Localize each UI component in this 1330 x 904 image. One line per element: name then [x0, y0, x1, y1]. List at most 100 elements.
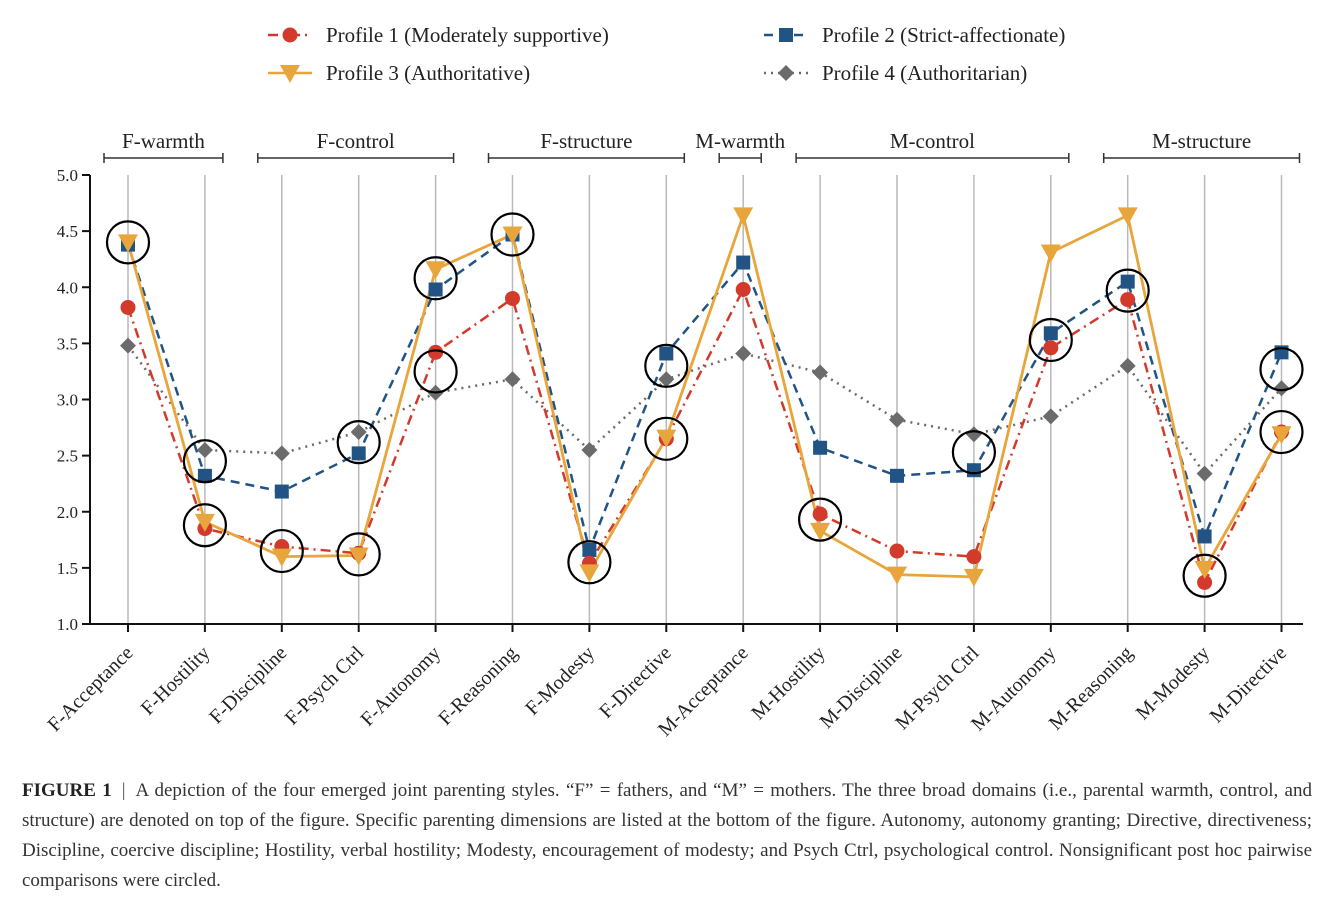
point-p4-14 [1119, 357, 1136, 374]
point-p3-10 [810, 522, 831, 541]
nonsig-circle-19 [1259, 409, 1304, 455]
x-tick-label: F-Acceptance [43, 642, 137, 736]
nonsignificant-circles [105, 212, 1304, 598]
y-tick-label: 1.0 [57, 615, 78, 634]
x-tick-label: F-Discipline [205, 642, 291, 728]
domain-4: M-warmth [695, 129, 786, 163]
x-tick-label: F-Autonomy [357, 642, 446, 731]
series-line-2 [126, 233, 1283, 552]
series-line-3 [126, 214, 1283, 579]
legend-item-2: Profile 2 (Strict-affectionate) [764, 23, 1065, 47]
x-tick-label: F-Hostility [137, 642, 215, 720]
y-tick-label: 3.0 [57, 391, 78, 410]
point-p3-12 [963, 568, 984, 587]
point-p2-14 [1120, 274, 1135, 289]
domain-label: M-warmth [695, 129, 785, 153]
point-p1-10 [812, 506, 828, 522]
point-p2-4 [351, 446, 366, 461]
domain-5: M-control [795, 129, 1070, 163]
nonsig-circle-10 [567, 540, 612, 585]
y-tick-label: 5.0 [57, 166, 78, 185]
nonsig-circle-18 [1259, 347, 1304, 392]
point-p2-12 [966, 463, 981, 478]
legend-marker [280, 65, 300, 83]
point-p2-3 [274, 484, 289, 499]
nonsig-circle-3 [182, 503, 227, 548]
point-p2-15 [1197, 529, 1212, 544]
nonsig-circle-15 [1028, 317, 1073, 363]
point-p3-16 [1271, 426, 1292, 445]
nonsig-circle-12 [644, 416, 689, 461]
y-tick-label: 1.5 [57, 559, 78, 578]
nonsig-circle-14 [951, 430, 997, 475]
point-p3-2 [194, 513, 215, 532]
nonsig-circle-6 [336, 420, 381, 465]
chart-legend: Profile 1 (Moderately supportive) Profile… [268, 23, 1065, 85]
legend-marker [779, 28, 793, 42]
figure-caption: FIGURE 1 | A depiction of the four emerged… [22, 776, 1312, 896]
point-p3-4 [348, 547, 369, 566]
point-p1-6 [505, 290, 520, 306]
caption-text: A depiction of the four emerged joint pa… [22, 780, 1312, 891]
line-chart: Profile 1 (Moderately supportive) Profile… [43, 23, 1304, 741]
domain-label: F-warmth [122, 129, 205, 153]
x-tick-label: F-Reasoning [434, 642, 522, 730]
domain-labels: F-warmth F-control F-structure M-warmth M-co… [103, 129, 1301, 163]
point-p2-9 [736, 255, 751, 270]
point-p2-7 [582, 542, 597, 557]
legend-label: Profile 1 (Moderately supportive) [326, 23, 609, 47]
x-tick-label: F-Modesty [521, 642, 599, 720]
point-p2-13 [1043, 326, 1058, 341]
x-tick-label: F-Psych Ctrl [281, 642, 369, 730]
point-p1-14 [1120, 292, 1136, 308]
legend-marker [282, 27, 298, 43]
point-p4-11 [889, 411, 905, 428]
point-p1-15 [1197, 574, 1213, 590]
point-p4-9 [735, 345, 752, 362]
domain-label: M-control [890, 129, 975, 153]
point-p3-13 [1040, 244, 1061, 263]
series-line-1 [126, 288, 1283, 584]
x-tick-label: M-Hostility [747, 642, 829, 724]
x-tick-label: M-Modesty [1132, 642, 1214, 724]
nonsig-circle-4 [259, 528, 304, 574]
point-p4-15 [1196, 465, 1213, 482]
legend-marker [778, 65, 794, 81]
point-p4-8 [658, 371, 675, 388]
legend-label: Profile 2 (Strict-affectionate) [822, 23, 1065, 47]
caption-separator: | [121, 780, 126, 801]
point-p1-9 [735, 281, 751, 297]
point-p2-10 [813, 440, 828, 455]
point-p4-1 [120, 337, 136, 354]
point-p1-1 [120, 299, 136, 315]
point-p3-8 [656, 429, 677, 448]
point-p4-13 [1042, 408, 1059, 425]
point-p4-12 [965, 426, 982, 443]
point-p3-15 [1194, 560, 1215, 579]
y-tick-label: 2.0 [57, 503, 78, 522]
legend-item-4: Profile 4 (Authoritarian) [764, 61, 1027, 85]
domain-label: M-structure [1152, 129, 1251, 153]
legend-label: Profile 3 (Authoritative) [326, 61, 530, 85]
nonsig-circle-8 [413, 349, 458, 394]
point-p3-1 [118, 234, 138, 253]
nonsig-circle-9 [490, 212, 535, 257]
nonsig-circle-16 [1105, 268, 1150, 313]
domain-2: F-control [257, 129, 455, 163]
nonsig-circle-5 [336, 532, 381, 577]
domain-label: F-structure [540, 129, 632, 153]
point-p3-5 [425, 261, 446, 280]
point-p4-3 [273, 445, 290, 462]
series-markers [118, 207, 1292, 590]
point-p4-7 [581, 442, 598, 459]
legend-item-3: Profile 3 (Authoritative) [268, 61, 530, 85]
series-lines [126, 214, 1283, 584]
y-tick-label: 4.0 [57, 278, 78, 297]
point-p4-6 [504, 371, 521, 388]
axes: 1.01.52.02.53.03.54.04.55.0F-Acceptance F… [43, 166, 1303, 741]
legend-item-1: Profile 1 (Moderately supportive) [268, 23, 609, 47]
nonsig-circle-7 [413, 256, 458, 301]
domain-1: F-warmth [103, 129, 224, 163]
point-p3-3 [271, 548, 292, 567]
domain-3: F-structure [487, 129, 686, 163]
